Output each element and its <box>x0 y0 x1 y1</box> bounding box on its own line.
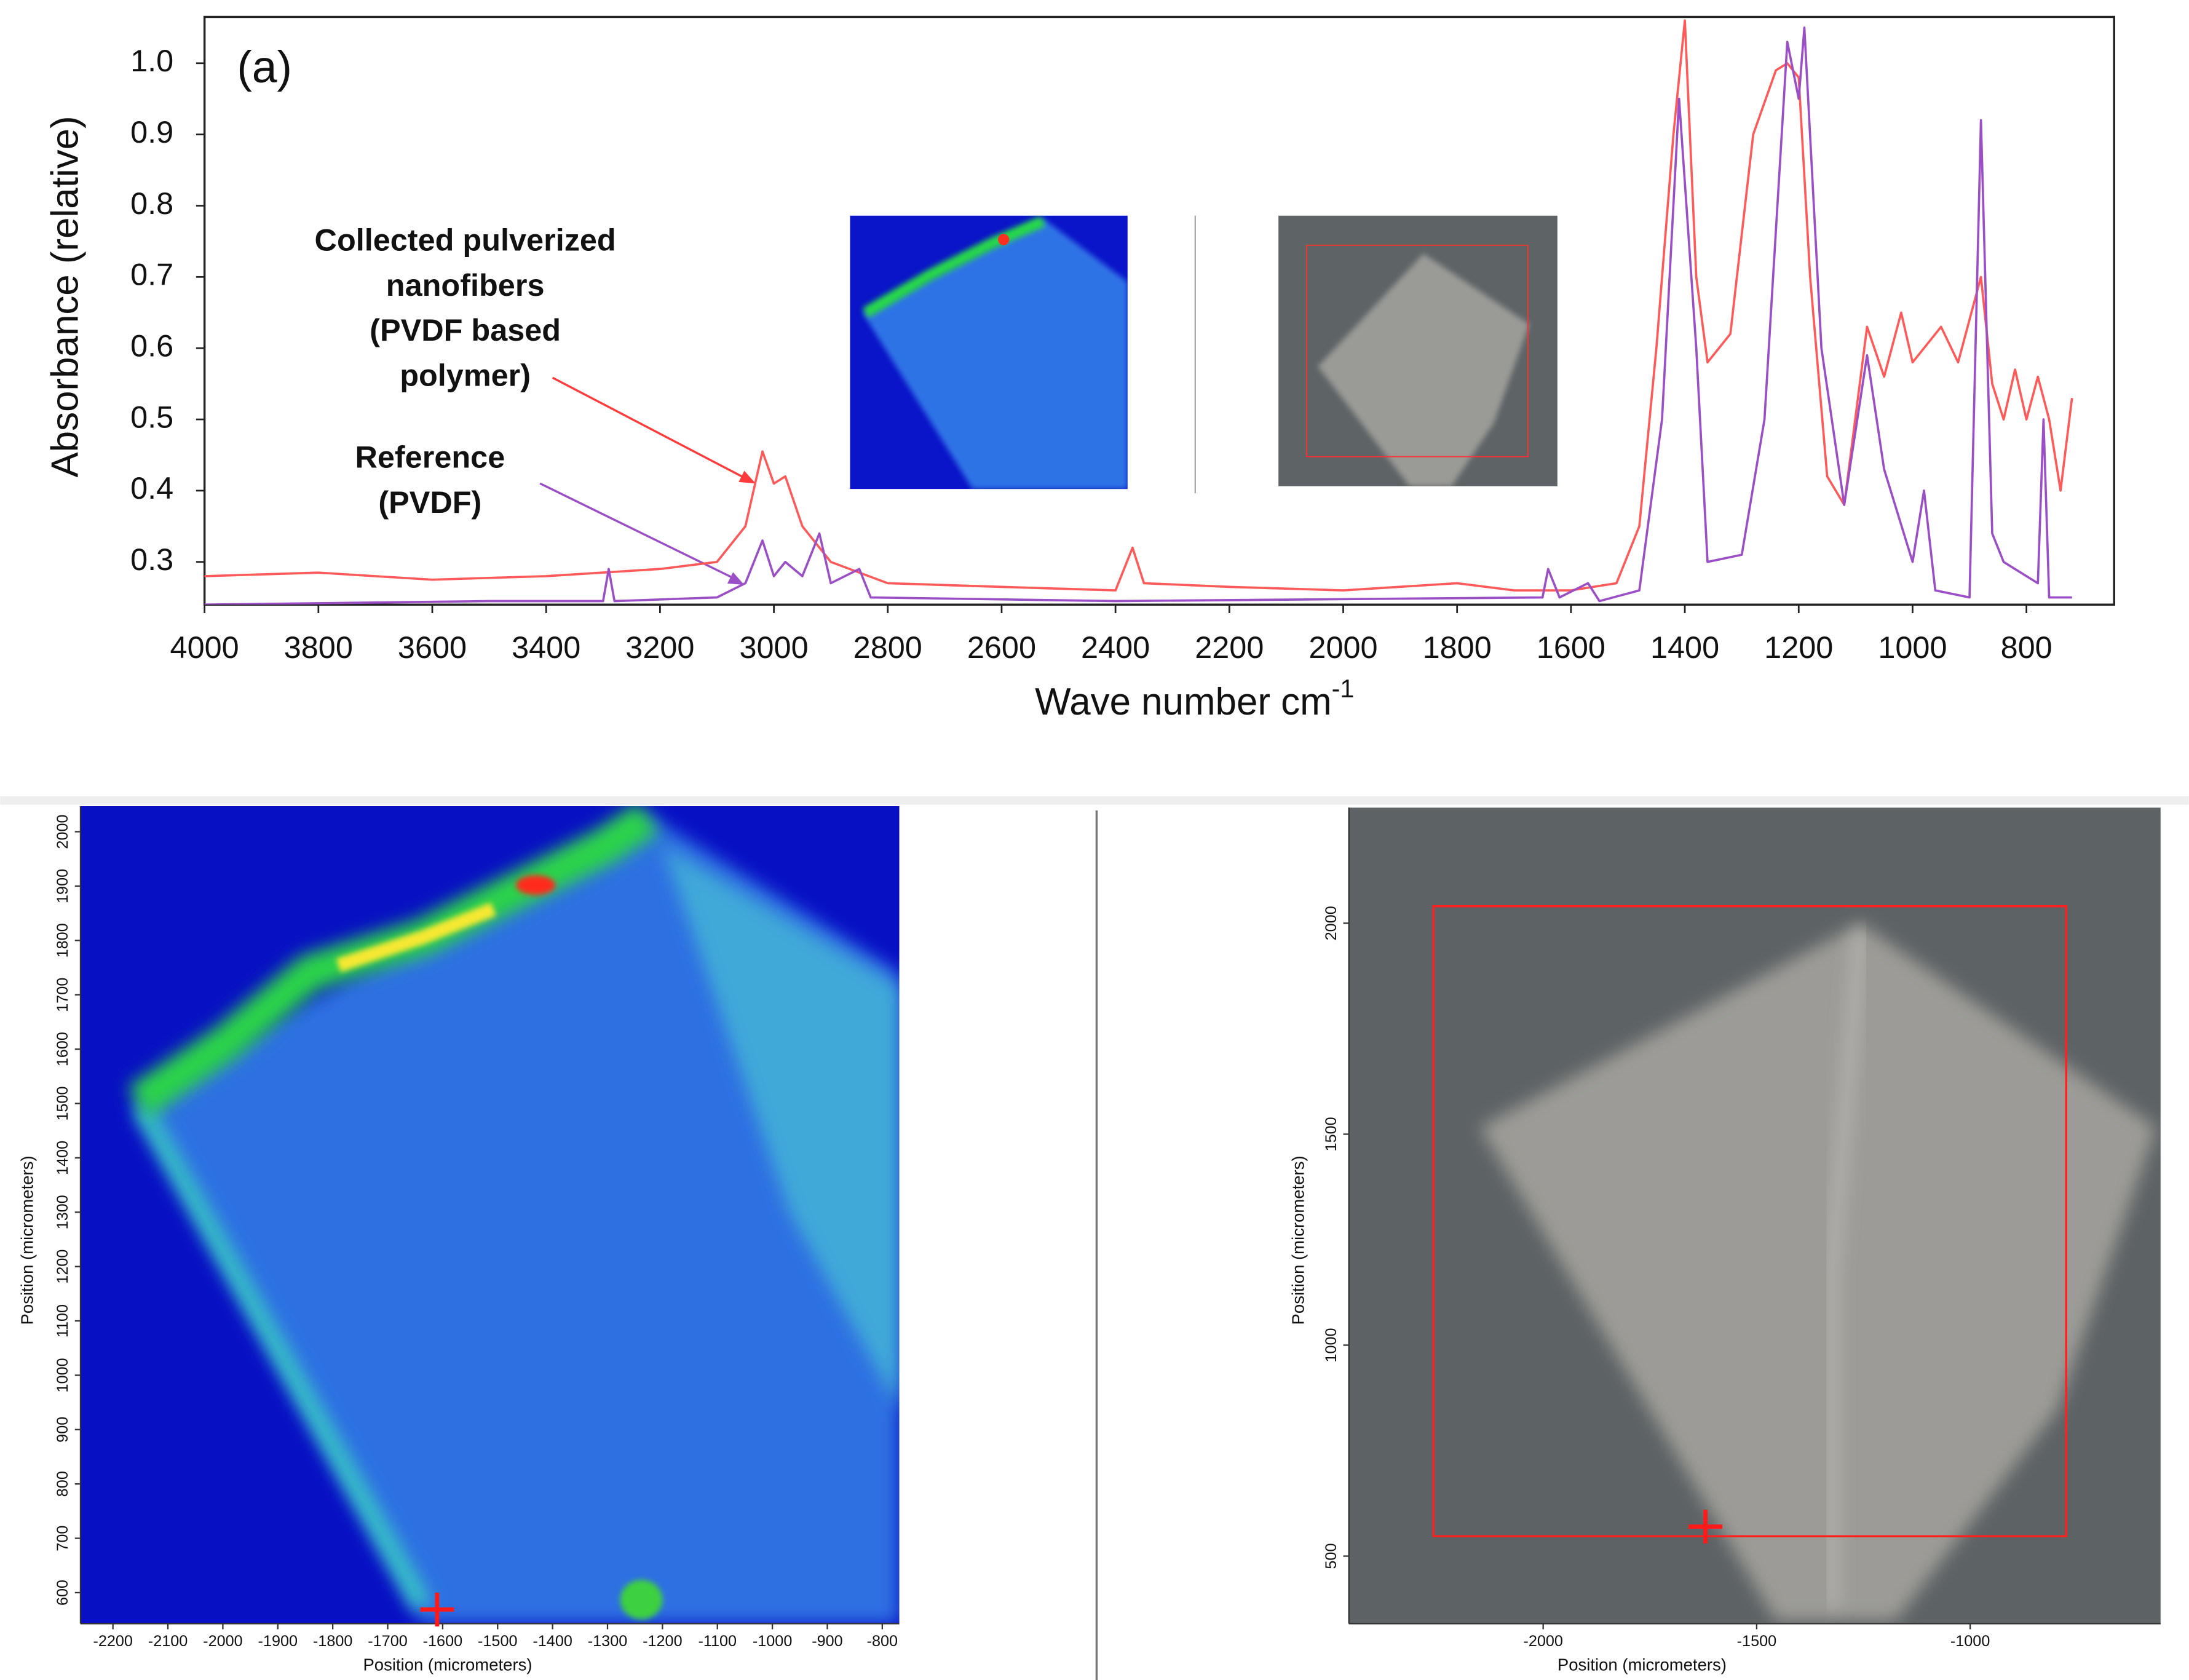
scan-region <box>1432 905 2068 1537</box>
y-tick-label: 0.9 <box>130 114 173 149</box>
x-tick-label: 3400 <box>512 630 580 665</box>
y-tick-label: 0.5 <box>130 399 173 434</box>
annotation: polymer) <box>400 358 531 393</box>
annotation: Collected pulverized <box>315 223 616 258</box>
x-tick-label: 800 <box>2001 630 2052 665</box>
x-tick-label: 2600 <box>967 630 1036 665</box>
y-tick-label: 1600 <box>54 1032 71 1066</box>
x-tick-label: -1000 <box>753 1633 792 1650</box>
plot-area <box>204 19 2073 605</box>
panel-label: (a) <box>237 42 292 92</box>
x-tick-label: -900 <box>812 1633 842 1650</box>
y-tick-label: 500 <box>1323 1543 1340 1569</box>
x-tick-label: 1000 <box>1878 630 1947 665</box>
y-tick-label: 0.7 <box>130 257 173 292</box>
y-tick-label: 1500 <box>1323 1117 1340 1151</box>
y-axis-label: Position (micrometers) <box>17 1155 36 1325</box>
y-tick-label: 1000 <box>1323 1328 1340 1362</box>
x-axis-label: Wave number cm-1 <box>1035 675 1354 723</box>
x-tick-label: 2800 <box>853 630 922 665</box>
x-tick-label: 3200 <box>625 630 694 665</box>
x-tick-label: 2400 <box>1081 630 1150 665</box>
heatmap-image <box>80 806 900 1624</box>
y-tick-label: 1000 <box>54 1358 71 1392</box>
series-line <box>204 26 2072 605</box>
y-tick-label: 1800 <box>54 923 71 957</box>
x-tick-label: 4000 <box>170 630 239 665</box>
x-tick-label: -1200 <box>643 1633 682 1650</box>
y-tick-label: 1900 <box>54 869 71 903</box>
x-tick-label: -1800 <box>313 1633 352 1650</box>
y-tick-label: 1300 <box>54 1195 71 1229</box>
x-tick-label: 1400 <box>1650 630 1719 665</box>
x-tick-label: -1700 <box>368 1633 407 1650</box>
x-tick-label: -1100 <box>698 1633 737 1650</box>
y-tick-label: 600 <box>54 1580 71 1606</box>
x-tick-label: -2000 <box>203 1633 242 1650</box>
plot-frame <box>203 15 2115 606</box>
y-tick-label: 1100 <box>54 1304 71 1337</box>
y-tick-label: 1400 <box>54 1141 71 1175</box>
y-tick-label: 0.6 <box>130 328 173 363</box>
inset-photo <box>1278 215 1558 486</box>
x-tick-label: -2200 <box>93 1633 132 1650</box>
y-tick-label: 0.4 <box>130 470 173 505</box>
panel-separator <box>0 796 2189 805</box>
y-tick-label: 1700 <box>54 978 71 1012</box>
y-tick-label: 2000 <box>1323 906 1340 940</box>
y-tick-label: 1500 <box>54 1086 71 1120</box>
y-tick-label: 1.0 <box>130 43 173 78</box>
x-tick-label: -2000 <box>1523 1633 1562 1650</box>
inset-heatmap <box>850 215 1128 489</box>
x-tick-label: -1900 <box>258 1633 298 1650</box>
photo-image <box>1348 807 2161 1624</box>
y-tick-label: 800 <box>54 1471 71 1497</box>
x-tick-label: 3000 <box>740 630 809 665</box>
y-tick-label: 1200 <box>54 1250 71 1284</box>
x-tick-label: -800 <box>867 1633 898 1650</box>
x-tick-label: -1600 <box>423 1633 462 1650</box>
x-tick-label: 1800 <box>1423 630 1492 665</box>
x-tick-label: 1600 <box>1537 630 1605 665</box>
x-axis-label-text: Wave number cm <box>1035 681 1332 723</box>
x-tick-label: 1200 <box>1764 630 1833 665</box>
series-line <box>204 19 2073 592</box>
y-axis-label: Absorbance (relative) <box>44 116 87 477</box>
position-marker <box>420 1592 454 1627</box>
x-tick-label: 3800 <box>284 630 353 665</box>
y-tick-label: 2000 <box>54 814 71 849</box>
annotation: nanofibers <box>386 267 545 303</box>
x-axis-label: Position (micrometers) <box>363 1655 532 1674</box>
x-tick-label: -1000 <box>1950 1633 1990 1650</box>
annotation: (PVDF based <box>370 312 561 347</box>
y-axis-label: Position (micrometers) <box>1289 1155 1308 1325</box>
x-axis-label-superscript: -1 <box>1332 675 1355 703</box>
x-tick-label: 2200 <box>1195 630 1264 665</box>
annotation: (PVDF) <box>378 485 481 520</box>
y-tick-label: 900 <box>54 1417 71 1443</box>
annotation: Reference <box>355 439 505 474</box>
x-tick-label: 2000 <box>1308 630 1377 665</box>
y-tick-label: 0.3 <box>130 542 173 577</box>
x-tick-label: 3600 <box>398 630 467 665</box>
x-tick-label: -2100 <box>148 1633 188 1650</box>
x-tick-label: -1400 <box>532 1633 572 1650</box>
position-marker <box>1688 1510 1723 1544</box>
x-tick-label: -1500 <box>1737 1633 1776 1650</box>
y-tick-label: 700 <box>54 1526 71 1551</box>
y-tick-label: 0.8 <box>130 186 173 221</box>
x-tick-label: -1500 <box>478 1633 517 1650</box>
x-axis-label: Position (micrometers) <box>1558 1655 1727 1674</box>
x-tick-label: -1300 <box>588 1633 627 1650</box>
